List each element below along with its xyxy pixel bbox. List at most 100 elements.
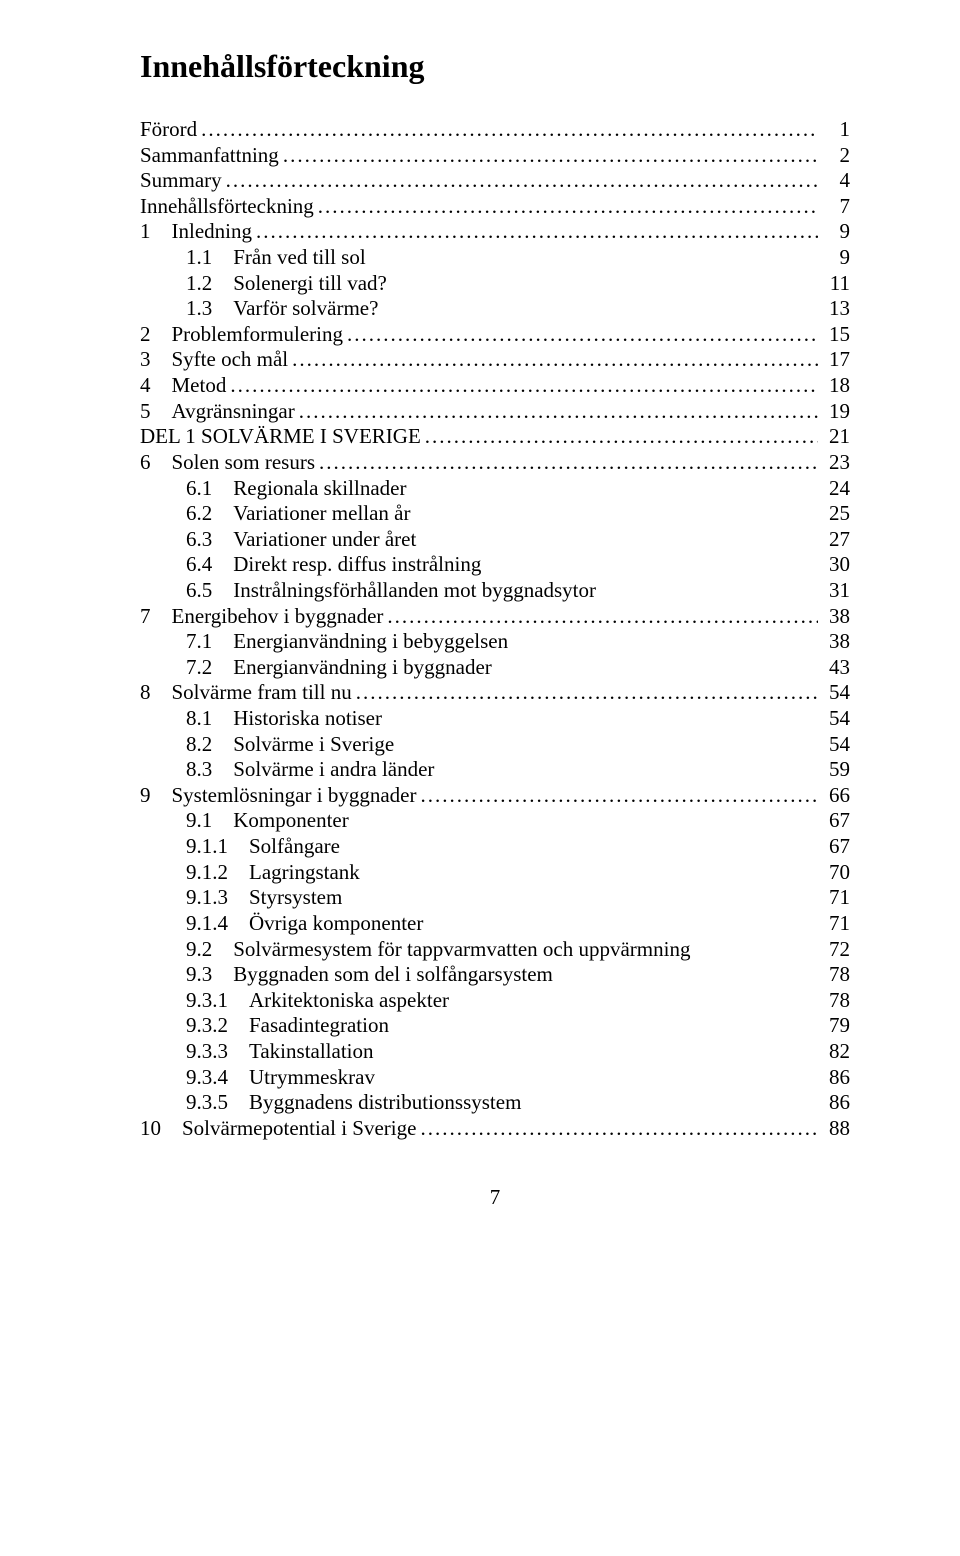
toc-entry-label: 5 Avgränsningar xyxy=(140,399,295,425)
toc-entry: 9.1 Komponenter67 xyxy=(140,808,850,834)
document-page: Innehållsförteckning Förord 1Sammanfattni… xyxy=(0,0,960,1250)
toc-entry-page: 72 xyxy=(822,937,850,963)
toc-entry-label: 6.1 Regionala skillnader xyxy=(186,476,406,502)
toc-entry-label: 6.2 Variationer mellan år xyxy=(186,501,411,527)
toc-leader-dots xyxy=(226,168,818,194)
toc-entry-page: 54 xyxy=(822,732,850,758)
toc-entry-label: 2 Problemformulering xyxy=(140,322,343,348)
toc-entry-label: 6.4 Direkt resp. diffus instrålning xyxy=(186,552,481,578)
toc-entry-page: 15 xyxy=(822,322,850,348)
toc-leader-dots xyxy=(201,117,818,143)
toc-entry-label: 8.2 Solvärme i Sverige xyxy=(186,732,394,758)
toc-entry-page: 78 xyxy=(822,988,850,1014)
toc-entry: 7.1 Energianvändning i bebyggelsen38 xyxy=(140,629,850,655)
toc-entry-page: 38 xyxy=(822,629,850,655)
toc-entry-label: 6 Solen som resurs xyxy=(140,450,315,476)
toc-entry: 9.3.5 Byggnadens distributionssystem86 xyxy=(140,1090,850,1116)
toc-entry-page: 54 xyxy=(822,680,850,706)
toc-entry-label: Summary xyxy=(140,168,222,194)
toc-entry-page: 31 xyxy=(822,578,850,604)
toc-entry-label: 1.1 Från ved till sol xyxy=(186,245,366,271)
toc-entry-label: 9.3.4 Utrymmeskrav xyxy=(186,1065,375,1091)
toc-leader-dots xyxy=(387,604,818,630)
toc-entry-page: 13 xyxy=(822,296,850,322)
toc-entry: 1.2 Solenergi till vad? 11 xyxy=(140,271,850,297)
toc-entry-label: 8.3 Solvärme i andra länder xyxy=(186,757,434,783)
toc-leader-dots xyxy=(356,680,818,706)
toc-entry-page: 21 xyxy=(822,424,850,450)
toc-entry-page: 82 xyxy=(822,1039,850,1065)
toc-entry-page: 7 xyxy=(822,194,850,220)
toc-entry-label: 9.3.2 Fasadintegration xyxy=(186,1013,389,1039)
toc-entry: 6.2 Variationer mellan år25 xyxy=(140,501,850,527)
toc-entry-page: 27 xyxy=(822,527,850,553)
toc-entry-page: 1 xyxy=(822,117,850,143)
toc-entry: 9.3.4 Utrymmeskrav 86 xyxy=(140,1065,850,1091)
toc-entry-page: 79 xyxy=(822,1013,850,1039)
toc-entry: 7.2 Energianvändning i byggnader 43 xyxy=(140,655,850,681)
toc-title: Innehållsförteckning xyxy=(140,48,850,85)
toc-entry: 9.3.3 Takinstallation82 xyxy=(140,1039,850,1065)
toc-entry-page: 38 xyxy=(822,604,850,630)
toc-entry-label: 7.2 Energianvändning i byggnader xyxy=(186,655,492,681)
toc-entry: 9.1.2 Lagringstank70 xyxy=(140,860,850,886)
toc-entry-page: 66 xyxy=(822,783,850,809)
toc-entry: 9.1.1 Solfångare67 xyxy=(140,834,850,860)
toc-entry-page: 19 xyxy=(822,399,850,425)
toc-entry-label: 6.3 Variationer under året xyxy=(186,527,416,553)
toc-entry: 8.1 Historiska notiser 54 xyxy=(140,706,850,732)
toc-entry: 9.3.2 Fasadintegration 79 xyxy=(140,1013,850,1039)
toc-entry-label: 8 Solvärme fram till nu xyxy=(140,680,352,706)
toc-entry-label: 7 Energibehov i byggnader xyxy=(140,604,383,630)
toc-entry: DEL 1 SOLVÄRME I SVERIGE21 xyxy=(140,424,850,450)
toc-leader-dots xyxy=(230,373,818,399)
toc-entry-label: 9.1.1 Solfångare xyxy=(186,834,340,860)
toc-entry: 2 Problemformulering 15 xyxy=(140,322,850,348)
toc-entry-page: 9 xyxy=(822,219,850,245)
toc-entry-label: 9.2 Solvärmesystem för tappvarmvatten oc… xyxy=(186,937,690,963)
toc-entry-page: 54 xyxy=(822,706,850,732)
toc-entry-label: 9.3.5 Byggnadens distributionssystem xyxy=(186,1090,521,1116)
toc-entry-label: 10 Solvärmepotential i Sverige xyxy=(140,1116,416,1142)
toc-entry-page: 71 xyxy=(822,911,850,937)
toc-entry: 5 Avgränsningar 19 xyxy=(140,399,850,425)
toc-entry-label: Förord xyxy=(140,117,197,143)
toc-leader-dots xyxy=(318,194,818,220)
toc-entry-page: 30 xyxy=(822,552,850,578)
toc-entry-label: 9.3.1 Arkitektoniska aspekter xyxy=(186,988,449,1014)
toc-entry-page: 11 xyxy=(822,271,850,297)
toc-entry: 3 Syfte och mål17 xyxy=(140,347,850,373)
toc-entry-page: 9 xyxy=(822,245,850,271)
toc-entry-label: 3 Syfte och mål xyxy=(140,347,288,373)
toc-entry: 9.3.1 Arkitektoniska aspekter 78 xyxy=(140,988,850,1014)
toc-leader-dots xyxy=(283,143,818,169)
toc-entry-page: 43 xyxy=(822,655,850,681)
toc-entry-label: 8.1 Historiska notiser xyxy=(186,706,382,732)
toc-leader-dots xyxy=(319,450,818,476)
toc-leader-dots xyxy=(347,322,818,348)
toc-entry: 4 Metod18 xyxy=(140,373,850,399)
toc-entry: 8 Solvärme fram till nu 54 xyxy=(140,680,850,706)
toc-entry-page: 78 xyxy=(822,962,850,988)
toc-list: Förord1Sammanfattning2Summary4Innehållsf… xyxy=(140,117,850,1141)
toc-entry: 8.3 Solvärme i andra länder59 xyxy=(140,757,850,783)
toc-leader-dots xyxy=(299,399,818,425)
page-footer-number: 7 xyxy=(140,1185,850,1210)
toc-entry-page: 86 xyxy=(822,1065,850,1091)
toc-entry: 9.1.4 Övriga komponenter71 xyxy=(140,911,850,937)
toc-entry-page: 18 xyxy=(822,373,850,399)
toc-entry: 9 Systemlösningar i byggnader66 xyxy=(140,783,850,809)
toc-entry: 6.4 Direkt resp. diffus instrålning 30 xyxy=(140,552,850,578)
toc-entry-page: 70 xyxy=(822,860,850,886)
toc-entry: 7 Energibehov i byggnader 38 xyxy=(140,604,850,630)
toc-entry: Sammanfattning2 xyxy=(140,143,850,169)
toc-entry: 1 Inledning9 xyxy=(140,219,850,245)
toc-entry: Summary 4 xyxy=(140,168,850,194)
toc-leader-dots xyxy=(420,783,818,809)
toc-entry: 9.2 Solvärmesystem för tappvarmvatten oc… xyxy=(140,937,850,963)
toc-entry-page: 2 xyxy=(822,143,850,169)
toc-leader-dots xyxy=(256,219,818,245)
toc-entry-label: 1.2 Solenergi till vad? xyxy=(186,271,387,297)
toc-entry-page: 4 xyxy=(822,168,850,194)
toc-leader-dots xyxy=(420,1116,818,1142)
